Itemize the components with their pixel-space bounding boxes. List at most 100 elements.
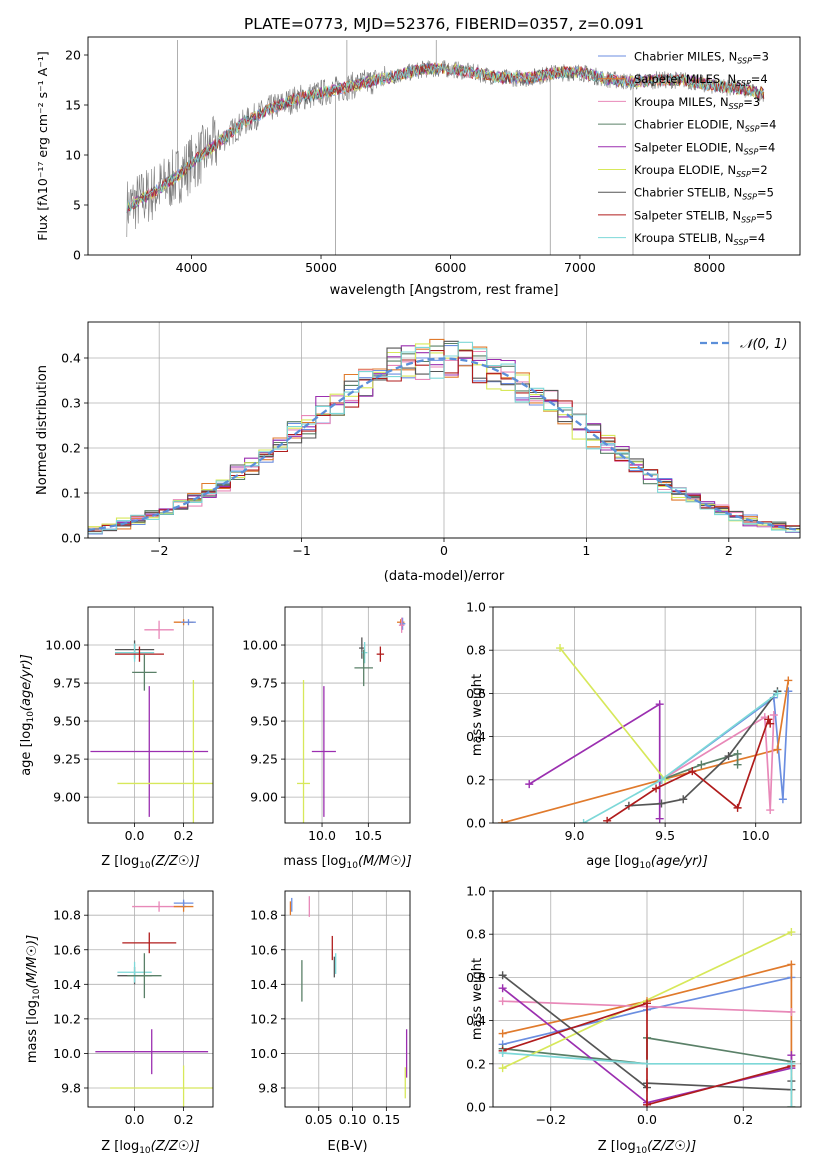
weight-line: [502, 1052, 793, 1107]
y-axis-label: mass [log10(M/M☉)]: [25, 935, 42, 1063]
legend-label: 𝒩(0, 1): [740, 337, 787, 352]
y-tick-label: 10.2: [250, 1011, 278, 1026]
y-tick-label: 5: [73, 198, 81, 213]
weight-marker: [603, 816, 612, 823]
x-axis-label: Z [log10(Z/Z☉)]: [101, 1139, 199, 1156]
weight-marker: [679, 795, 688, 804]
weight-marker: [787, 1059, 796, 1068]
weight-marker: [655, 700, 664, 709]
weight-marker: [787, 928, 796, 937]
x-tick-label: 2: [725, 543, 733, 558]
x-tick-label: 0.2: [174, 1112, 194, 1127]
weight-line: [661, 752, 739, 781]
y-tick-label: 10.8: [250, 908, 278, 923]
x-tick-label: 9.0: [565, 828, 585, 843]
y-axis-label: Normed distribution: [35, 365, 50, 495]
errorbar-point: [361, 641, 368, 664]
y-axis-label: mass weight: [470, 674, 485, 756]
weight-marker: [787, 1051, 796, 1060]
x-tick-label: 1: [582, 543, 590, 558]
x-tick-label: 10.0: [742, 828, 770, 843]
weight-marker: [643, 1059, 651, 1068]
x-axis-label: Z [log10(Z/Z☉)]: [598, 1139, 696, 1156]
weight-marker: [784, 687, 793, 696]
plot-area: [498, 644, 793, 823]
x-axis-label: (data-model)/error: [384, 569, 505, 584]
weight-marker: [498, 997, 507, 1006]
x-tick-label: 9.5: [655, 828, 675, 843]
y-tick-label: 10.4: [53, 977, 81, 992]
legend-label: Kroupa ELODIE, NSSP=2: [634, 163, 768, 179]
spectrum-model-line: [126, 63, 765, 214]
decorations: 0.05 0.10 0.15 9.8 10.0 10.2 10.4 10.6 10.8 E(B-V…: [250, 890, 411, 1154]
plot-area: [297, 617, 406, 823]
errorbar-point: [354, 649, 373, 687]
y-tick-label: 0.4: [61, 351, 81, 366]
y-tick-label: 9.25: [250, 752, 278, 767]
errorbar-point: [297, 680, 310, 823]
weight-line: [501, 680, 790, 823]
decorations: −0.2 0.0 0.2 0.0 0.2 0.4 0.6 0.8 1.0 Z [log10(Z/Z…: [466, 884, 802, 1156]
y-tick-label: 0.4: [466, 1013, 486, 1028]
weight-line: [502, 963, 793, 1107]
x-tick-label: 5000: [305, 260, 337, 275]
errorbar-point: [376, 646, 385, 662]
x-tick-label: 7000: [564, 260, 596, 275]
plot-area: [90, 619, 213, 823]
errorbar-point: [117, 680, 213, 823]
decorations: 9.0 9.5 10.0 0.0 0.2 0.4 0.6 0.8 1.0 age [log10(a…: [466, 600, 802, 871]
weight-marker: [556, 644, 565, 653]
weight-marker: [643, 1100, 651, 1107]
x-axis-label: mass [log10(M/M☉)]: [283, 854, 411, 871]
y-tick-label: 9.50: [250, 714, 278, 729]
weight-marker: [778, 795, 787, 804]
errorbar-point: [110, 1065, 213, 1107]
axes-mass_vs_Z: 0.0 0.2 9.8 10.0 10.2 10.4 10.6 10.8 Z [log10(Z/…: [25, 890, 214, 1156]
y-tick-label: 0.8: [466, 643, 486, 658]
plot-area: [498, 928, 796, 1107]
x-tick-label: −2: [150, 543, 168, 558]
y-tick-label: 9.00: [53, 790, 81, 805]
axes-weight_vs_Z: −0.2 0.0 0.2 0.0 0.2 0.4 0.6 0.8 1.0 Z [log10(Z/Z…: [466, 884, 802, 1156]
y-tick-label: 10.6: [53, 942, 81, 957]
y-tick-label: 9.25: [53, 752, 81, 767]
weight-marker: [724, 752, 733, 761]
legend-label: Kroupa STELIB, NSSP=4: [634, 231, 765, 247]
weight-marker: [688, 767, 697, 776]
axes-spectrum: 4000 5000 6000 7000 8000 0 5 10 15 20 wavelength […: [35, 36, 801, 298]
y-tick-label: 0.2: [466, 772, 486, 787]
weight-marker: [643, 999, 651, 1008]
x-tick-label: 0.05: [305, 1112, 333, 1127]
x-axis-label: Z [log10(Z/Z☉)]: [101, 854, 199, 871]
y-tick-label: 1.0: [466, 884, 486, 899]
plot-area: [95, 899, 213, 1107]
errorbar-point: [114, 643, 155, 662]
weight-marker: [766, 719, 775, 728]
x-tick-label: 4000: [176, 260, 208, 275]
x-tick-label: −1: [292, 543, 310, 558]
errorbar-point: [132, 654, 157, 691]
errorbar-point: [359, 637, 365, 659]
axes-frame: [284, 606, 411, 824]
weight-marker: [697, 760, 706, 769]
axes-age_vs_mass: 10.0 10.5 9.00 9.25 9.50 9.75 10.00 mass [log10…: [242, 606, 412, 871]
x-tick-label: 0.0: [125, 828, 145, 843]
y-tick-label: 0.4: [466, 729, 486, 744]
x-tick-label: 0: [440, 543, 448, 558]
y-tick-label: 0.3: [61, 396, 81, 411]
legend-label: Salpeter MILES, NSSP=4: [634, 72, 768, 88]
y-tick-label: 10.8: [53, 908, 81, 923]
weight-marker: [769, 711, 778, 719]
y-tick-label: 10.4: [250, 977, 278, 992]
weight-marker: [733, 760, 742, 769]
weight-line: [559, 647, 666, 781]
x-tick-label: 0.2: [733, 1112, 753, 1127]
errorbar-point: [127, 953, 162, 999]
weight-marker: [657, 799, 666, 808]
plot-area: [289, 896, 408, 1099]
axes-frame: [284, 890, 411, 1108]
decorations: 0.0 0.2 9.8 10.0 10.2 10.4 10.6 10.8 Z [log10(Z/…: [25, 890, 214, 1156]
x-axis-label: E(B-V): [327, 1139, 367, 1154]
weight-marker: [787, 960, 796, 969]
